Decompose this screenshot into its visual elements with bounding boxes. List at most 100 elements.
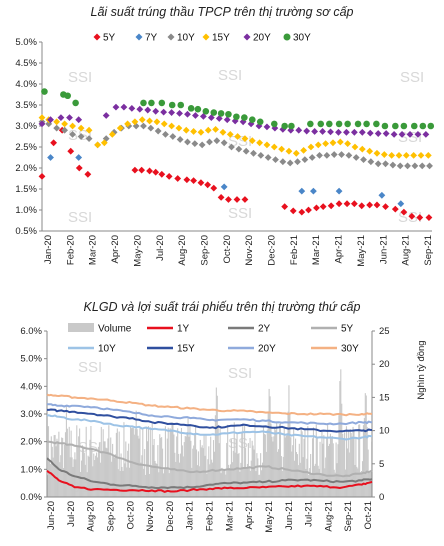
volume-bar xyxy=(276,422,278,497)
chart1-legend: 5Y 7Y 10Y 15Y 20Y 30Y xyxy=(93,33,311,44)
chart2-legend: Volume 1Y 2Y 5Y 10Y 15Y 20Y 30Y xyxy=(68,323,359,355)
volume-bar xyxy=(362,425,364,497)
volume-bar xyxy=(286,433,288,497)
volume-bar xyxy=(337,444,339,497)
legend-label: 30Y xyxy=(341,344,359,355)
volume-bar xyxy=(187,416,189,497)
data-point xyxy=(366,147,374,155)
data-point xyxy=(61,120,69,128)
data-point xyxy=(75,164,83,172)
volume-bar xyxy=(76,425,78,497)
x-tick-label: Dec-20 xyxy=(165,501,176,532)
data-point xyxy=(131,166,139,174)
data-point xyxy=(75,116,83,124)
volume-bar xyxy=(165,468,167,497)
data-point xyxy=(85,135,93,142)
volume-bar xyxy=(89,439,91,497)
volume-bar xyxy=(195,449,198,497)
volume-bar xyxy=(191,467,193,497)
volume-bar xyxy=(161,437,163,497)
volume-bar xyxy=(127,450,129,497)
data-point xyxy=(247,120,255,128)
data-point xyxy=(406,131,414,138)
x-tick-label: Oct-20 xyxy=(222,235,233,264)
y-tick-label: 3.0% xyxy=(20,409,42,420)
volume-bar xyxy=(340,369,342,497)
data-point xyxy=(41,88,48,95)
volume-bar xyxy=(104,441,106,497)
data-point xyxy=(272,156,279,163)
data-point xyxy=(316,152,323,159)
volume-bar xyxy=(146,441,149,497)
data-point xyxy=(327,202,335,210)
data-point xyxy=(38,173,46,180)
volume-bar xyxy=(74,452,76,497)
volume-bar xyxy=(313,465,315,497)
data-point xyxy=(301,156,309,163)
data-point xyxy=(248,137,256,145)
volume-bar xyxy=(291,451,293,497)
x-tick-label: Sep-20 xyxy=(199,235,210,266)
volume-bar xyxy=(122,470,124,497)
legend-marker xyxy=(167,33,175,41)
legend-label: 7Y xyxy=(145,33,158,44)
x-tick-label: Nov-20 xyxy=(244,235,255,266)
data-point xyxy=(75,154,83,161)
data-point xyxy=(419,122,427,130)
volume-bar xyxy=(197,451,199,497)
volume-bar xyxy=(86,472,88,497)
data-point xyxy=(69,122,76,130)
volume-bar xyxy=(102,429,104,497)
volume-bar xyxy=(215,387,217,497)
volume-bar xyxy=(186,431,188,497)
volume-bar xyxy=(278,449,280,497)
volume-bar xyxy=(62,438,64,497)
volume-bar xyxy=(50,436,52,497)
volume-bar xyxy=(332,443,334,497)
data-point xyxy=(404,162,411,170)
volume-bar xyxy=(172,424,174,497)
volume-bar xyxy=(295,452,298,497)
data-point xyxy=(281,203,289,211)
data-point xyxy=(153,118,161,126)
volume-bar xyxy=(80,471,82,497)
data-point xyxy=(263,123,271,131)
volume-bar xyxy=(110,437,112,497)
data-point xyxy=(410,152,418,159)
volume-bar xyxy=(109,454,111,497)
volume-bar xyxy=(241,432,243,497)
volume-bar xyxy=(319,441,321,497)
legend-label: 10Y xyxy=(98,344,116,355)
volume-bar xyxy=(139,428,141,497)
data-point xyxy=(344,140,352,148)
data-point xyxy=(307,120,314,128)
volume-bar xyxy=(112,443,114,497)
data-point xyxy=(154,127,162,135)
data-point xyxy=(241,114,248,121)
volume-bar xyxy=(307,426,309,497)
watermark-text: SSI xyxy=(78,359,102,376)
data-point xyxy=(231,117,239,125)
data-point xyxy=(319,203,327,211)
data-point xyxy=(77,124,85,132)
data-point xyxy=(223,116,231,124)
legend-label: Volume xyxy=(98,324,132,335)
data-point xyxy=(335,187,343,195)
volume-bar xyxy=(366,426,368,497)
x-tick-label: Jan-21 xyxy=(185,501,196,530)
chart2-axes: 6.0% 5.0% 4.0% 3.0% 2.0% 1.0% 0.0% 25 20 15 10 5 0 Ju… xyxy=(20,326,389,533)
volume-bar xyxy=(100,426,102,497)
volume-bar xyxy=(329,433,331,497)
series-7y xyxy=(47,154,405,208)
x-tick-label: May-21 xyxy=(264,501,275,533)
data-point xyxy=(53,124,61,132)
volume-bar xyxy=(203,434,205,497)
volume-bar xyxy=(249,470,251,497)
data-point xyxy=(120,103,128,111)
data-point xyxy=(124,120,131,128)
volume-bar xyxy=(234,452,236,497)
data-point xyxy=(358,145,366,153)
volume-bar xyxy=(327,445,330,497)
volume-bar xyxy=(138,438,140,497)
data-point xyxy=(110,128,118,136)
